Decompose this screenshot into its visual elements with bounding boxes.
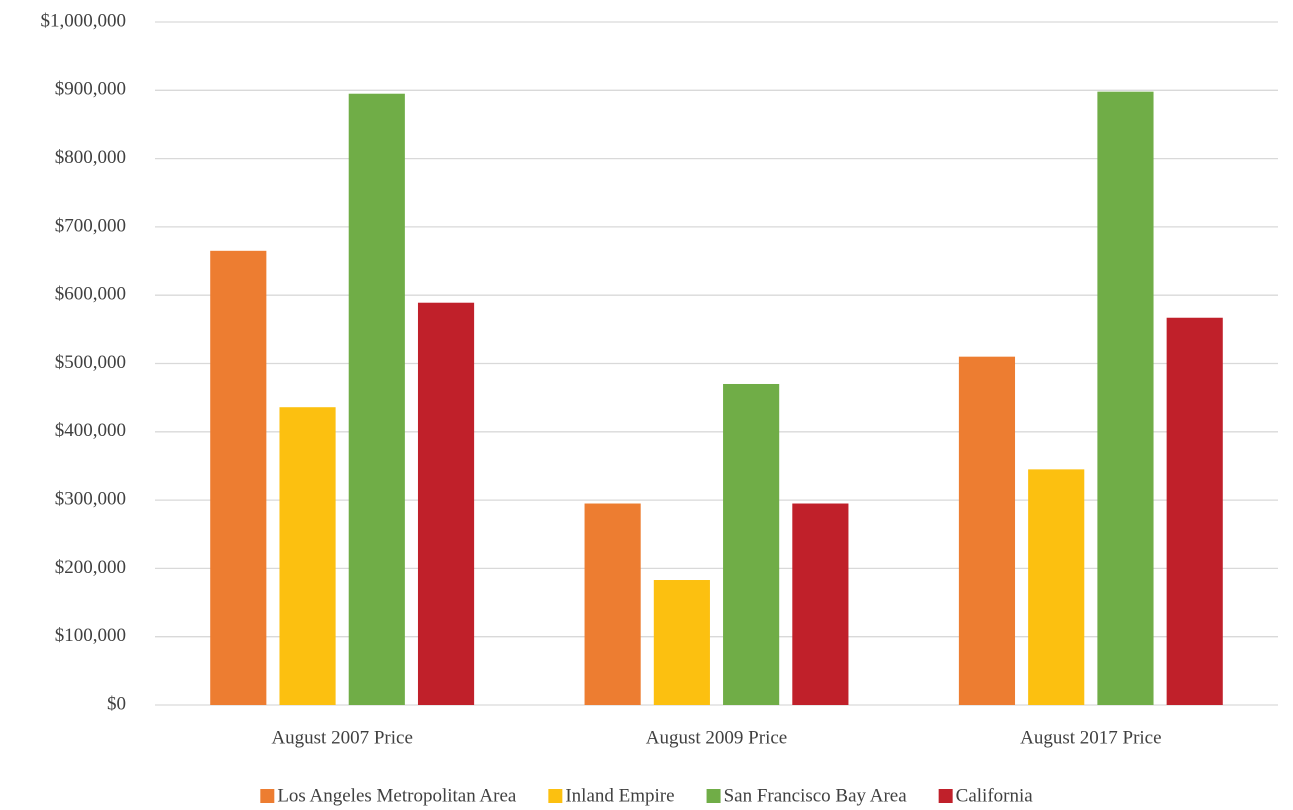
x-tick-label: August 2009 Price	[646, 727, 787, 748]
y-tick-label: $700,000	[55, 215, 126, 236]
y-tick-label: $1,000,000	[41, 10, 127, 31]
legend-label: Inland Empire	[565, 785, 674, 806]
y-tick-label: $900,000	[55, 79, 126, 100]
y-tick-label: $600,000	[55, 284, 126, 305]
x-tick-label: August 2017 Price	[1020, 727, 1161, 748]
legend-swatch	[706, 789, 721, 803]
y-tick-label: $400,000	[55, 420, 126, 441]
legend-label: Los Angeles Metropolitan Area	[277, 785, 517, 806]
bar	[653, 580, 710, 705]
bar	[1028, 469, 1085, 705]
y-tick-label: $0	[107, 693, 126, 714]
y-tick-label: $200,000	[55, 557, 126, 578]
bar	[279, 407, 336, 705]
bar	[348, 93, 405, 706]
bar	[210, 250, 267, 705]
y-tick-label: $800,000	[55, 147, 126, 168]
bar	[1097, 91, 1154, 705]
bar	[584, 503, 641, 705]
bar	[417, 302, 475, 705]
y-tick-label: $100,000	[55, 625, 126, 646]
legend-swatch	[548, 789, 563, 803]
legend-label: San Francisco Bay Area	[724, 785, 908, 806]
x-tick-label: August 2007 Price	[271, 727, 412, 748]
bar	[723, 383, 780, 705]
legend-label: California	[956, 785, 1034, 806]
bar	[1166, 317, 1223, 705]
legend-swatch	[938, 789, 953, 803]
bar	[792, 503, 849, 705]
bar	[958, 356, 1016, 705]
y-tick-label: $500,000	[55, 352, 126, 373]
legend-swatch	[260, 789, 275, 803]
y-tick-label: $300,000	[55, 488, 126, 509]
